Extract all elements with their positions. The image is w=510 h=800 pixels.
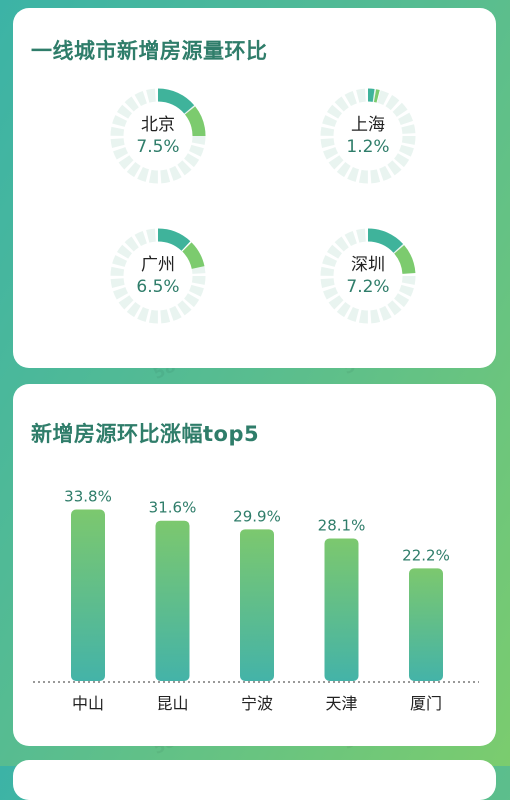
next-card <box>13 760 496 800</box>
bar-card: 33.8% 中山 31.6% 昆山 29.9% 宁波 28.1% 天津 22.2% 厦门 新增房源… <box>13 384 496 746</box>
bar-中山 <box>71 509 105 681</box>
bar-value-label: 33.8% <box>64 488 112 506</box>
donut-value-label: 1.2% <box>346 137 390 157</box>
donut-value-arc <box>320 228 416 324</box>
donut-card-title: 一线城市新增房源量环比 <box>31 39 268 63</box>
bar-宁波 <box>240 529 274 681</box>
donut-shanghai: 上海 1.2% <box>318 86 418 186</box>
donut-city-label: 上海 <box>351 115 385 135</box>
donut-value-arc <box>320 88 416 184</box>
donut-card: 一线城市新增房源量环比 北京 7.5% 上海 1.2% 广州 6.5% 深圳 7… <box>13 8 496 368</box>
donut-beijing: 北京 7.5% <box>108 86 208 186</box>
donut-city-label: 广州 <box>141 255 175 275</box>
donut-value-arc-tail <box>320 88 416 184</box>
bar-天津 <box>324 538 359 681</box>
donut-track <box>320 88 416 184</box>
bar-value-label: 22.2% <box>402 546 450 564</box>
donut-value-label: 7.2% <box>346 277 390 297</box>
bar-category-label: 昆山 <box>156 694 188 713</box>
bar-value-label: 31.6% <box>149 499 197 517</box>
donut-value-arc-tail <box>320 228 416 324</box>
donut-value-arc-tail <box>110 228 206 324</box>
donut-track <box>320 228 416 324</box>
donut-value-arc <box>110 228 206 324</box>
bar-chart: 33.8% 中山 31.6% 昆山 29.9% 宁波 28.1% 天津 22.2% 厦门 <box>33 488 479 713</box>
bar-value-label: 29.9% <box>233 507 281 525</box>
donut-city-label: 北京 <box>141 115 175 135</box>
donut-track <box>110 228 206 324</box>
bar-card-title: 新增房源环比涨幅top5 <box>31 422 260 446</box>
bar-category-label: 天津 <box>325 694 357 713</box>
bar-厦门 <box>409 568 443 681</box>
donut-value-label: 6.5% <box>136 277 180 297</box>
bar-value-label: 28.1% <box>318 516 366 534</box>
donut-value-arc <box>110 88 206 184</box>
bar-category-label: 厦门 <box>410 694 442 713</box>
bar-昆山 <box>155 520 190 681</box>
donut-guangzhou: 广州 6.5% <box>108 226 208 326</box>
donut-city-label: 深圳 <box>351 255 385 275</box>
bar-category-label: 宁波 <box>241 694 273 713</box>
donut-shenzhen: 深圳 7.2% <box>318 226 418 326</box>
bar-category-label: 中山 <box>72 694 104 713</box>
donut-value-label: 7.5% <box>136 137 180 157</box>
